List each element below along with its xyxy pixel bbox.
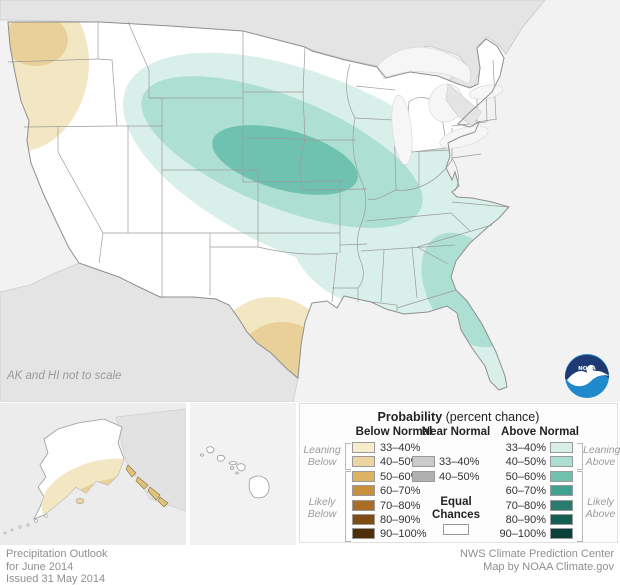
lake-erie <box>439 125 489 149</box>
lake-superior <box>376 46 471 85</box>
below-40-50-swatch <box>352 456 375 468</box>
molokai <box>228 461 238 465</box>
lake-ontario <box>468 84 504 100</box>
lake-michigan <box>391 94 413 166</box>
legend-row-above: 90–100% <box>300 528 580 541</box>
legend-row-above: 80–90% <box>300 514 580 527</box>
ak-panhandle-islands <box>125 464 169 508</box>
legend-row-below: 50–60% <box>300 470 450 484</box>
footer-credit-line1: NWS Climate Prediction Center <box>459 548 614 560</box>
noaa-gull <box>567 364 610 387</box>
legend-row-below: 90–100% <box>300 528 450 541</box>
legend-below-header: Below Normal <box>355 426 433 438</box>
above-70-80-swatch <box>550 499 573 511</box>
legend-row-below: 40–50% <box>300 456 450 469</box>
niihau <box>199 453 204 457</box>
aleutian-islands <box>3 514 48 535</box>
legend-row-above: 40–50% <box>300 456 580 469</box>
above-80-90-swatch <box>550 514 573 525</box>
below-60-70-swatch <box>352 485 375 497</box>
legend-row-above: 33–40% <box>300 442 580 455</box>
legend-row-near: 40–50% <box>300 470 500 484</box>
hawaii-inset-panel <box>190 403 296 545</box>
noaa-logo: NOAA <box>565 354 610 398</box>
legend-row-above: 60–70% <box>300 485 580 498</box>
hawaii-islands <box>199 446 270 499</box>
near-40-50-swatch <box>412 470 435 482</box>
footer: Precipitation Outlook for June 2014 Issu… <box>0 545 620 585</box>
leaning-below-label: Leaning Below <box>303 444 341 468</box>
leaning-below-bracket <box>345 443 351 470</box>
kahoolawe <box>235 471 239 475</box>
below-50-60-swatch <box>352 470 375 482</box>
alaska-inset-map <box>0 403 187 545</box>
leaning-above-bracket <box>577 443 583 470</box>
kodiak-island <box>75 498 85 504</box>
above-50-60-core <box>212 125 358 195</box>
legend-row-above: 50–60% <box>300 470 580 484</box>
noaa-logo-text: NOAA <box>578 366 596 372</box>
likely-below-bracket <box>345 471 351 542</box>
equal-chances-swatch <box>443 524 469 535</box>
conus-map: NOAA <box>0 0 620 402</box>
above-90-100-swatch <box>550 528 573 540</box>
ak-hi-note: AK and HI not to scale <box>7 370 122 382</box>
leaning-above-label: Leaning Above <box>583 444 620 468</box>
big-island <box>248 475 270 499</box>
below-40-50-pnw <box>8 22 68 66</box>
legend-row-above: 70–80% <box>300 499 580 513</box>
likely-below-label: Likely Below <box>307 496 337 520</box>
likely-above-bracket <box>577 471 583 542</box>
alaska-inset-panel <box>0 403 187 545</box>
legend-near-header: Near Normal <box>421 426 491 438</box>
near-33-40-swatch <box>412 456 435 468</box>
ontario-peninsula <box>445 83 482 127</box>
above-50-60-swatch <box>550 470 573 482</box>
below-33-40-swatch <box>352 442 375 453</box>
below-90-100-swatch <box>352 528 375 540</box>
footer-title: Precipitation Outlook for June 2014 Issu… <box>6 548 108 585</box>
legend-row-below: 60–70% <box>300 485 450 498</box>
lanai <box>230 466 235 470</box>
ak-canada <box>115 408 187 512</box>
above-40-50-swatch <box>550 456 573 468</box>
footer-credit: NWS Climate Prediction Center Map by NOA… <box>460 548 614 573</box>
above-33-40-swatch <box>550 442 573 453</box>
equal-chances-label: Equal Chances <box>432 496 480 521</box>
maui <box>236 463 246 472</box>
below-80-90-swatch <box>352 514 375 525</box>
legend-above-header: Above Normal <box>501 426 579 438</box>
footer-title-line2: for June 2014 <box>6 560 74 573</box>
footer-title-line3: Issued 31 May 2014 <box>6 573 106 585</box>
kauai <box>206 446 215 454</box>
above-60-70-swatch <box>550 485 573 497</box>
legend-panel: Probability (percent chance) Below Norma… <box>299 403 620 543</box>
likely-above-label: Likely Above <box>585 496 616 520</box>
legend-row-below: 80–90% <box>300 514 450 527</box>
legend-row-below: 70–80% <box>300 499 450 513</box>
legend-row-near: 33–40% <box>300 456 500 469</box>
below-70-80-swatch <box>352 499 375 511</box>
usa-outline <box>7 21 510 391</box>
hawaii-inset-map <box>190 403 296 545</box>
legend-title: Probability (percent chance) <box>377 410 540 424</box>
footer-title-line1: Precipitation Outlook <box>6 548 108 560</box>
footer-credit-line2: Map by NOAA Climate.gov <box>483 560 614 573</box>
legend-row-below: 33–40% <box>300 442 450 455</box>
oahu <box>216 454 226 462</box>
